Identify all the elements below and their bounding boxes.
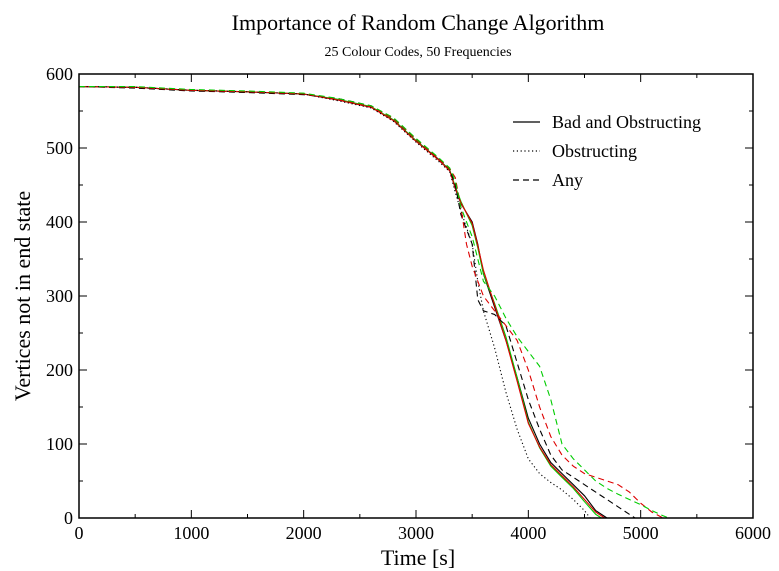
legend-label: Bad and Obstructing xyxy=(552,112,701,132)
x-tick-label: 4000 xyxy=(510,523,546,543)
y-tick-label: 300 xyxy=(46,286,73,306)
series-line-2 xyxy=(78,86,602,519)
y-tick-label: 100 xyxy=(46,434,73,454)
chart-subtitle: 25 Colour Codes, 50 Frequencies xyxy=(324,45,511,60)
y-tick-label: 600 xyxy=(46,64,73,84)
y-axis-label: Vertices not in end state xyxy=(10,191,35,401)
x-tick-label: 6000 xyxy=(735,523,771,543)
chart-title: Importance of Random Change Algorithm xyxy=(232,10,605,35)
series-line-3 xyxy=(78,86,606,519)
legend: Bad and Obstructing Obstructing Any xyxy=(513,112,701,190)
x-tick-label: 5000 xyxy=(623,523,659,543)
x-tick-label: 0 xyxy=(75,523,84,543)
y-tick-label: 400 xyxy=(46,212,73,232)
legend-label: Any xyxy=(552,170,583,190)
x-axis-ticks: 0 1000 2000 3000 4000 5000 6000 xyxy=(75,74,771,543)
x-tick-label: 1000 xyxy=(173,523,209,543)
x-tick-label: 2000 xyxy=(286,523,322,543)
plot-series xyxy=(78,86,669,519)
y-tick-label: 500 xyxy=(46,138,73,158)
series-line-6 xyxy=(78,86,664,519)
y-tick-label: 0 xyxy=(64,508,73,528)
x-tick-label: 3000 xyxy=(398,523,434,543)
y-tick-label: 200 xyxy=(46,360,73,380)
legend-label: Obstructing xyxy=(552,141,637,161)
y-axis-ticks: 0 100 200 300 400 500 600 xyxy=(46,64,753,528)
series-line-1 xyxy=(78,86,608,519)
series-line-7 xyxy=(79,86,669,519)
x-axis-label: Time [s] xyxy=(381,545,455,570)
